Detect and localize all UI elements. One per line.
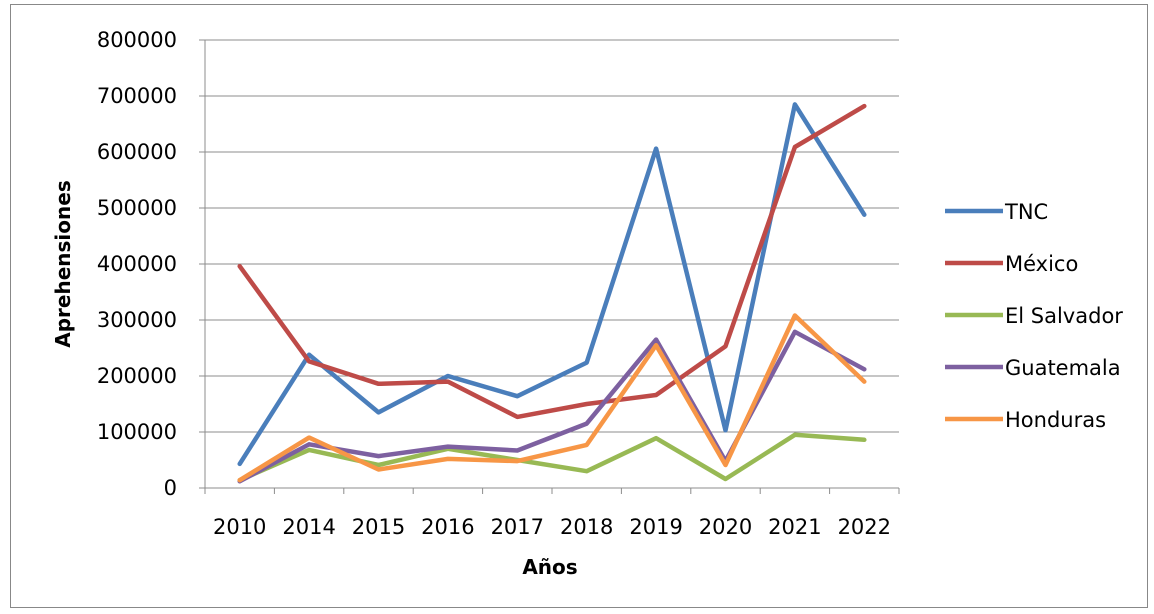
y-tick-label: 500000: [97, 196, 177, 220]
axes: [199, 39, 900, 494]
legend-label-mexico: México: [1005, 252, 1078, 276]
series-line-tnc: [237, 102, 867, 467]
y-tick-label: 400000: [97, 252, 177, 276]
series-line-guatemala: [237, 329, 867, 484]
y-tick-label: 100000: [97, 420, 177, 444]
y-tick-label: 700000: [97, 84, 177, 108]
legend-label-el-salvador: El Salvador: [1005, 304, 1123, 328]
x-tick-label: 2014: [282, 515, 335, 539]
y-tick-label: 600000: [97, 140, 177, 164]
series-line-el-salvador: [237, 432, 867, 483]
series-lines: [237, 102, 867, 484]
legend: TNC México El Salvador Guatemala Honduras: [945, 200, 1123, 432]
legend-label-guatemala: Guatemala: [1005, 356, 1121, 380]
y-tick-labels: 0 100000 200000 300000 400000 500000 600000 700…: [97, 28, 177, 500]
x-tick-label: 2022: [838, 515, 891, 539]
x-tick-label: 2019: [629, 515, 682, 539]
x-tick-label: 2017: [491, 515, 544, 539]
chart-frame: [10, 4, 1148, 608]
y-tick-label: 800000: [97, 28, 177, 52]
x-tick-label: 2020: [699, 515, 752, 539]
legend-label-tnc: TNC: [1004, 200, 1048, 224]
x-tick-label: 2015: [352, 515, 405, 539]
series-line-honduras: [237, 313, 867, 483]
series-line-mexico: [237, 103, 867, 420]
y-axis-title: Aprehensiones: [51, 180, 75, 347]
legend-label-honduras: Honduras: [1005, 408, 1106, 432]
y-tick-label: 0: [164, 476, 177, 500]
y-tick-label: 300000: [97, 308, 177, 332]
x-axis-title: Años: [522, 555, 577, 579]
x-tick-label: 2018: [560, 515, 613, 539]
x-tick-labels: 2010 2014 2015 2016 2017 2018 2019 2020 2021 2022: [213, 515, 891, 539]
gridlines: [205, 39, 899, 433]
x-tick-label: 2021: [768, 515, 821, 539]
y-tick-label: 200000: [97, 364, 177, 388]
x-tick-label: 2016: [421, 515, 474, 539]
x-tick-label: 2010: [213, 515, 266, 539]
